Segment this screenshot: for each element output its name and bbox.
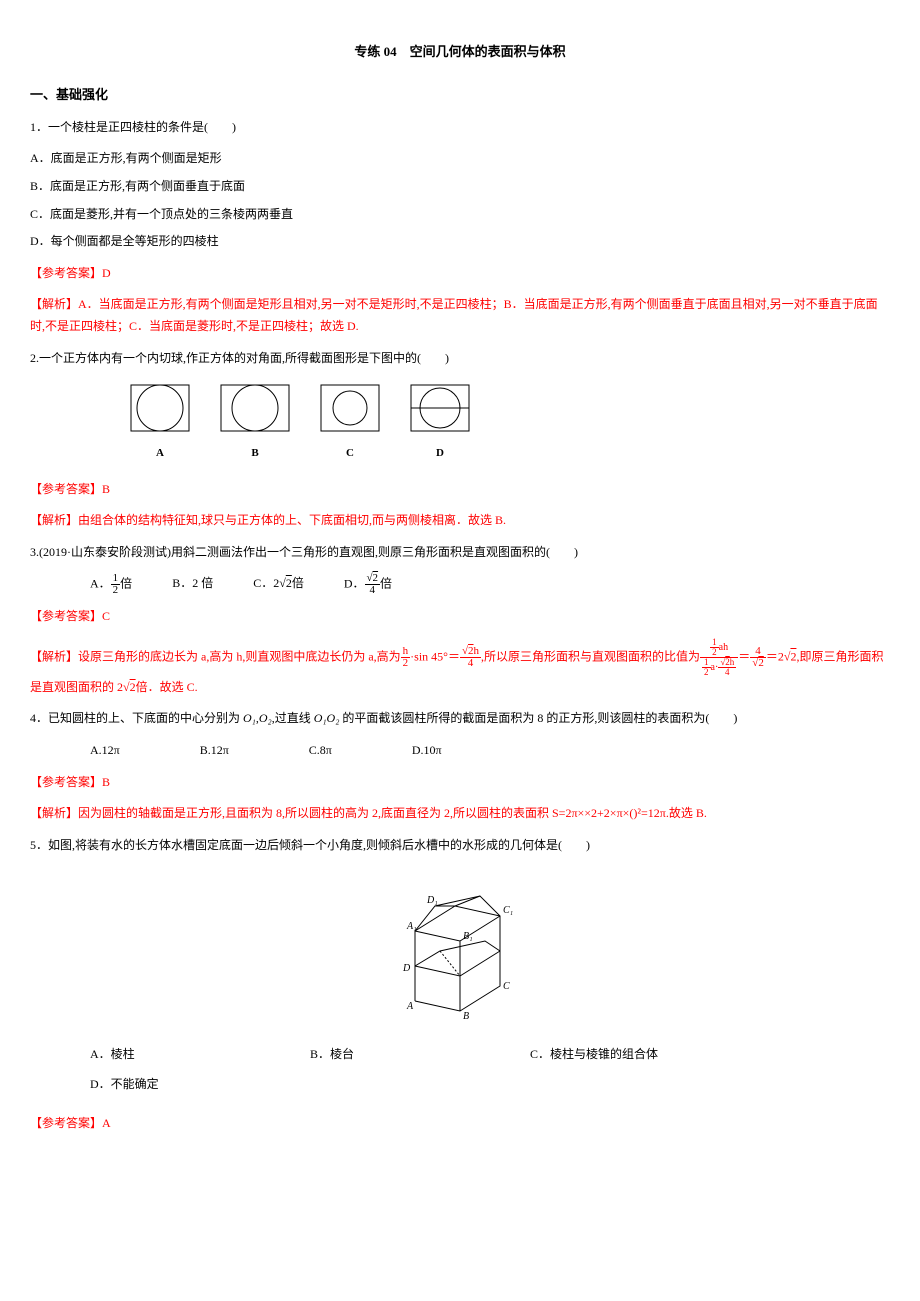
q2-stem: 2.一个正方体内有一个内切球,作正方体的对角面,所得截面图形是下图中的( ) <box>30 348 890 370</box>
q1-stem: 1．一个棱柱是正四棱柱的条件是( ) <box>30 117 890 139</box>
q3-answer: 【参考答案】C <box>30 606 890 628</box>
section-header: 一、基础强化 <box>30 83 890 106</box>
page-title: 专练 04 空间几何体的表面积与体积 <box>30 40 890 63</box>
label-D: D <box>402 963 411 974</box>
q4-option-b: B.12π <box>200 740 229 762</box>
q3-exp-5: ＝2 <box>766 649 784 663</box>
q3-option-c: C．2√2倍 <box>253 573 304 596</box>
q4-option-d: D.10π <box>412 740 442 762</box>
label-C: C <box>503 981 510 992</box>
q5-option-a: A．棱柱 <box>90 1044 310 1066</box>
q3-exp-7: 倍．故选 C. <box>136 680 198 694</box>
q4-answer: 【参考答案】B <box>30 772 890 794</box>
rect-tangent-circle-icon <box>220 384 290 432</box>
q3-option-b: B．2 倍 <box>172 573 213 596</box>
q5-option-d: D．不能确定 <box>90 1074 310 1096</box>
frac-icon: h2 <box>401 646 411 669</box>
q5-stem: 5．如图,将装有水的长方体水槽固定底面一边后倾斜一个小角度,则倾斜后水槽中的水形… <box>30 835 890 857</box>
label-A: A <box>406 1001 414 1012</box>
q5-figure: A B C D A₁ B₁ C₁ D₁ <box>30 871 890 1029</box>
square-inscribed-circle-icon <box>130 384 190 432</box>
label-A1: A₁ <box>406 921 417 932</box>
q4-stem-3: 的平面截该圆柱所得的截面是面积为 8 的正方形,则该圆柱的表面积为( ) <box>339 711 737 725</box>
q2-fig-b: B <box>220 384 290 463</box>
label-C1: C₁ <box>503 905 513 916</box>
q3-stem: 3.(2019·山东泰安阶段测试)用斜二测画法作出一个三角形的直观图,则原三角形… <box>30 542 890 564</box>
q2-answer: 【参考答案】B <box>30 479 890 501</box>
square-small-circle-icon <box>320 384 380 432</box>
q3-option-a: A．12倍 <box>90 573 132 596</box>
frac-icon: √2h4 <box>460 646 481 669</box>
q3-option-d: D．√24倍 <box>344 573 392 596</box>
q3-c-suf: 倍 <box>292 576 304 590</box>
q3-exp-1: 【解析】设原三角形的底边长为 a,高为 h,则直观图中底边长仍为 a,高为 <box>30 649 401 663</box>
q4-option-c: C.8π <box>309 740 332 762</box>
q1-option-b: B．底面是正方形,有两个侧面垂直于底面 <box>30 176 890 198</box>
q1-option-d: D．每个侧面都是全等矩形的四棱柱 <box>30 231 890 253</box>
q3-a-pre: A． <box>90 577 111 591</box>
label-D1: D₁ <box>426 895 438 906</box>
q2-label-d: D <box>410 444 470 464</box>
label-B1: B₁ <box>463 931 473 942</box>
q2-fig-a: A <box>130 384 190 463</box>
q4-option-a: A.12π <box>90 740 120 762</box>
square-split-circle-icon <box>410 384 470 432</box>
q3-explain: 【解析】设原三角形的底边长为 a,高为 h,则直观图中底边长仍为 a,高为h2·… <box>30 638 890 699</box>
frac-icon: 12 <box>111 573 121 596</box>
q3-d-suf: 倍 <box>380 577 392 591</box>
q1-answer: 【参考答案】D <box>30 263 890 285</box>
q4-o1: O₁ <box>243 711 256 725</box>
q2-label-c: C <box>320 444 380 464</box>
q3-c-pre: C．2 <box>253 576 279 590</box>
q3-d-pre: D． <box>344 577 365 591</box>
q1-option-a: A．底面是正方形,有两个侧面是矩形 <box>30 148 890 170</box>
q2-fig-d: D <box>410 384 470 463</box>
q4-stem-1: 4．已知圆柱的上、下底面的中心分别为 <box>30 711 243 725</box>
q4-explain: 【解析】因为圆柱的轴截面是正方形,且面积为 8,所以圆柱的高为 2,底面直径为 … <box>30 803 890 825</box>
q4-options: A.12π B.12π C.8π D.10π <box>90 740 890 762</box>
q4-stem: 4．已知圆柱的上、下底面的中心分别为 O₁,O₂,过直线 O₁O₂ 的平面截该圆… <box>30 708 890 730</box>
cuboid-water-icon: A B C D A₁ B₁ C₁ D₁ <box>385 871 535 1021</box>
q5-option-b: B．棱台 <box>310 1044 530 1066</box>
frac-icon: 4√2 <box>750 646 766 669</box>
q4-o2: O₂ <box>259 711 272 725</box>
frac-icon: 12ah12a·√2h4 <box>700 638 738 677</box>
q5-options: A．棱柱 B．棱台 C．棱柱与棱锥的组合体 D．不能确定 <box>90 1044 890 1103</box>
frac-icon: √24 <box>365 573 381 596</box>
q4-stem-2: ,过直线 <box>272 711 314 725</box>
label-B: B <box>463 1011 469 1021</box>
q4-o1o2: O₁O₂ <box>314 711 340 725</box>
q3-exp-4: ＝ <box>738 649 750 663</box>
q2-figures: A B C D <box>130 384 890 463</box>
q3-options: A．12倍 B．2 倍 C．2√2倍 D．√24倍 <box>90 573 890 596</box>
q1-option-c: C．底面是菱形,并有一个顶点处的三条棱两两垂直 <box>30 204 890 226</box>
q5-option-c: C．棱柱与棱锥的组合体 <box>530 1044 750 1066</box>
q3-exp-2: ·sin 45°＝ <box>410 649 460 663</box>
q1-explain: 【解析】A．当底面是正方形,有两个侧面是矩形且相对,另一对不是矩形时,不是正四棱… <box>30 294 890 337</box>
q2-fig-c: C <box>320 384 380 463</box>
q5-answer: 【参考答案】A <box>30 1113 890 1135</box>
q2-label-b: B <box>220 444 290 464</box>
q3-exp-3: ,所以原三角形面积与直观图面积的比值为 <box>481 649 700 663</box>
q3-a-suf: 倍 <box>120 577 132 591</box>
q2-explain: 【解析】由组合体的结构特征知,球只与正方体的上、下底面相切,而与两侧棱相离．故选… <box>30 510 890 532</box>
q2-label-a: A <box>130 444 190 464</box>
